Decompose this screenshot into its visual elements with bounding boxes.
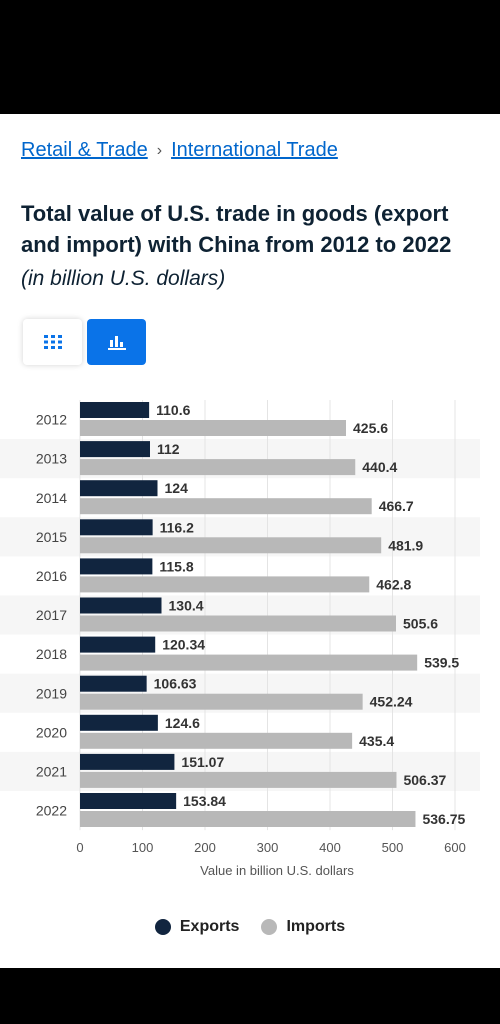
data-label-imports: 440.4: [362, 459, 397, 475]
data-label-exports: 124.6: [165, 715, 200, 731]
y-tick-label: 2022: [36, 803, 67, 819]
data-label-imports: 505.6: [403, 616, 438, 632]
breadcrumb-separator: ›: [156, 141, 163, 159]
bar-chart-icon: [107, 336, 126, 350]
bar-exports: [80, 480, 158, 497]
x-tick-label: 300: [257, 840, 279, 855]
x-tick-label: 0: [76, 840, 83, 855]
page: Retail & Trade › International Trade Tot…: [0, 114, 500, 968]
legend: Exports Imports: [0, 918, 500, 936]
y-tick-label: 2019: [36, 685, 67, 701]
legend-item-exports[interactable]: Exports: [154, 918, 240, 936]
bar-exports: [80, 558, 153, 575]
x-tick-label: 400: [319, 840, 341, 855]
bar-exports: [80, 753, 175, 770]
chart-subtitle: (in billion U.S. dollars): [21, 267, 226, 290]
x-tick-label: 600: [444, 840, 466, 855]
bar-imports: [80, 615, 396, 632]
y-tick-label: 2014: [36, 490, 67, 506]
data-label-exports: 124: [165, 480, 189, 496]
x-tick-label: 500: [382, 840, 404, 855]
y-tick-label: 2021: [36, 763, 67, 779]
x-tick-label: 100: [132, 840, 154, 855]
bar-exports: [80, 714, 158, 731]
breadcrumb-link-international-trade[interactable]: International Trade: [171, 139, 338, 161]
data-label-exports: 151.07: [181, 754, 224, 770]
data-label-exports: 106.63: [154, 676, 197, 692]
data-label-imports: 539.5: [424, 655, 459, 671]
data-label-imports: 481.9: [388, 537, 423, 553]
bar-imports: [80, 811, 416, 827]
bar-exports: [80, 793, 177, 809]
bar-exports: [80, 519, 153, 536]
y-tick-label: 2015: [36, 529, 67, 545]
data-label-imports: 506.37: [403, 772, 446, 788]
y-tick-label: 2013: [36, 451, 67, 467]
table-view-button[interactable]: [23, 319, 82, 365]
legend-label-exports: Exports: [179, 918, 240, 935]
breadcrumb: Retail & Trade › International Trade: [21, 139, 338, 162]
data-label-exports: 120.34: [162, 637, 205, 653]
legend-label-imports: Imports: [286, 918, 346, 935]
bar-imports: [80, 654, 418, 671]
x-tick-label: 200: [194, 840, 216, 855]
data-label-imports: 462.8: [376, 576, 411, 592]
data-label-imports: 536.75: [422, 811, 465, 827]
legend-item-imports[interactable]: Imports: [261, 918, 345, 936]
data-label-exports: 116.2: [160, 519, 194, 535]
data-label-imports: 425.6: [353, 420, 388, 436]
breadcrumb-link-retail-trade[interactable]: Retail & Trade: [21, 139, 148, 161]
bar-exports: [80, 597, 162, 614]
chart-title: Total value of U.S. trade in goods (expo…: [21, 201, 452, 257]
data-label-exports: 115.8: [159, 558, 193, 574]
bar-exports: [80, 441, 150, 458]
y-tick-label: 2016: [36, 568, 67, 584]
bar-imports: [80, 420, 346, 436]
data-label-exports: 153.84: [183, 793, 226, 809]
bar-imports: [80, 537, 382, 554]
bar-exports: [80, 675, 147, 692]
data-label-exports: 110.6: [156, 402, 190, 418]
bar-chart: 2012 110.6 425.6 2013 112 440.4 2014 124 466.7 20…: [0, 400, 480, 878]
chart-area: 2012 110.6 425.6 2013 112 440.4 2014 124 466.7 20…: [0, 400, 500, 900]
bar-imports: [80, 498, 372, 515]
bar-imports: [80, 732, 353, 749]
data-label-exports: 112: [157, 441, 180, 457]
y-tick-label: 2017: [36, 607, 67, 623]
data-label-imports: 466.7: [379, 498, 414, 514]
y-tick-label: 2018: [36, 646, 67, 662]
legend-marker-imports: [261, 919, 278, 935]
bar-imports: [80, 693, 363, 710]
bar-exports: [80, 402, 150, 418]
data-label-imports: 452.24: [370, 694, 413, 710]
bar-imports: [80, 576, 370, 593]
legend-marker-exports: [154, 919, 171, 935]
grid-icon: [43, 335, 62, 349]
x-axis-label: Value in billion U.S. dollars: [200, 863, 354, 878]
y-tick-label: 2020: [36, 724, 67, 740]
bar-imports: [80, 771, 397, 788]
y-tick-label: 2012: [36, 412, 67, 428]
data-label-imports: 435.4: [359, 733, 394, 749]
chart-view-button[interactable]: [87, 319, 146, 365]
data-label-exports: 130.4: [169, 598, 204, 614]
bar-imports: [80, 459, 356, 476]
bar-exports: [80, 636, 156, 653]
